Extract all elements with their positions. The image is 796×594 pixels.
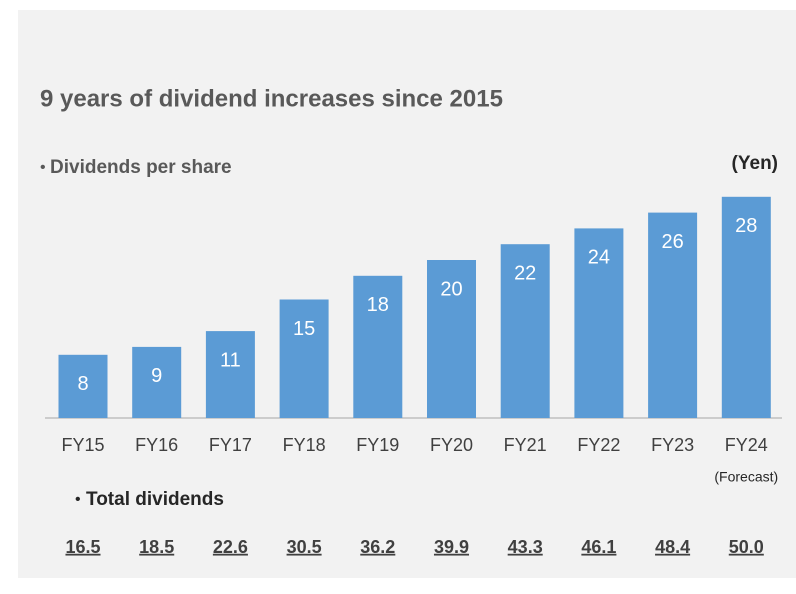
data-label: 28 <box>735 215 757 237</box>
x-tick-label: FY22 <box>577 435 620 455</box>
unit-label: (Yen) <box>732 153 778 174</box>
x-tick-label: FY15 <box>61 435 104 455</box>
bullet: • <box>75 491 81 508</box>
data-label: 20 <box>440 278 462 300</box>
data-label: 11 <box>220 349 241 371</box>
bar <box>205 331 255 418</box>
x-tick-label: FY23 <box>651 435 694 455</box>
bar <box>721 196 771 418</box>
totals-title: Total dividends <box>86 489 224 510</box>
x-tick-label: FY24 <box>725 435 768 455</box>
total-label: 39.9 <box>434 537 469 557</box>
chart-title: 9 years of dividend increases since 2015 <box>40 85 503 112</box>
x-tick-label: FY21 <box>504 435 547 455</box>
data-label: 18 <box>367 294 389 316</box>
bar <box>427 260 476 418</box>
x-tick-label: FY20 <box>430 435 473 455</box>
total-label: 22.6 <box>213 537 248 557</box>
data-label: 26 <box>661 231 683 253</box>
annotation: (Forecast) <box>714 469 778 485</box>
data-label: 24 <box>588 247 610 269</box>
total-label: 46.1 <box>581 537 616 557</box>
total-label: 16.5 <box>65 537 100 557</box>
x-tick-label: FY17 <box>209 435 252 455</box>
x-tick-label: FY19 <box>356 435 399 455</box>
total-label: 36.2 <box>360 537 395 557</box>
bar <box>574 228 624 418</box>
x-tick-label: FY16 <box>135 435 178 455</box>
total-label: 18.5 <box>139 537 174 557</box>
total-label: 50.0 <box>729 537 764 557</box>
bar <box>353 275 403 418</box>
x-tick-label: FY18 <box>283 435 326 455</box>
data-label: 9 <box>151 365 162 387</box>
subtitle: Dividends per share <box>50 157 232 178</box>
bar <box>648 212 698 418</box>
total-label: 43.3 <box>508 537 543 557</box>
data-label: 15 <box>293 318 315 340</box>
bullet: • <box>40 159 46 176</box>
data-label: 22 <box>514 262 536 284</box>
bar <box>500 244 550 418</box>
total-label: 48.4 <box>655 537 690 557</box>
bar <box>132 346 182 418</box>
bar <box>279 299 329 418</box>
bar <box>58 354 108 418</box>
total-label: 30.5 <box>287 537 322 557</box>
data-label: 8 <box>77 373 88 395</box>
